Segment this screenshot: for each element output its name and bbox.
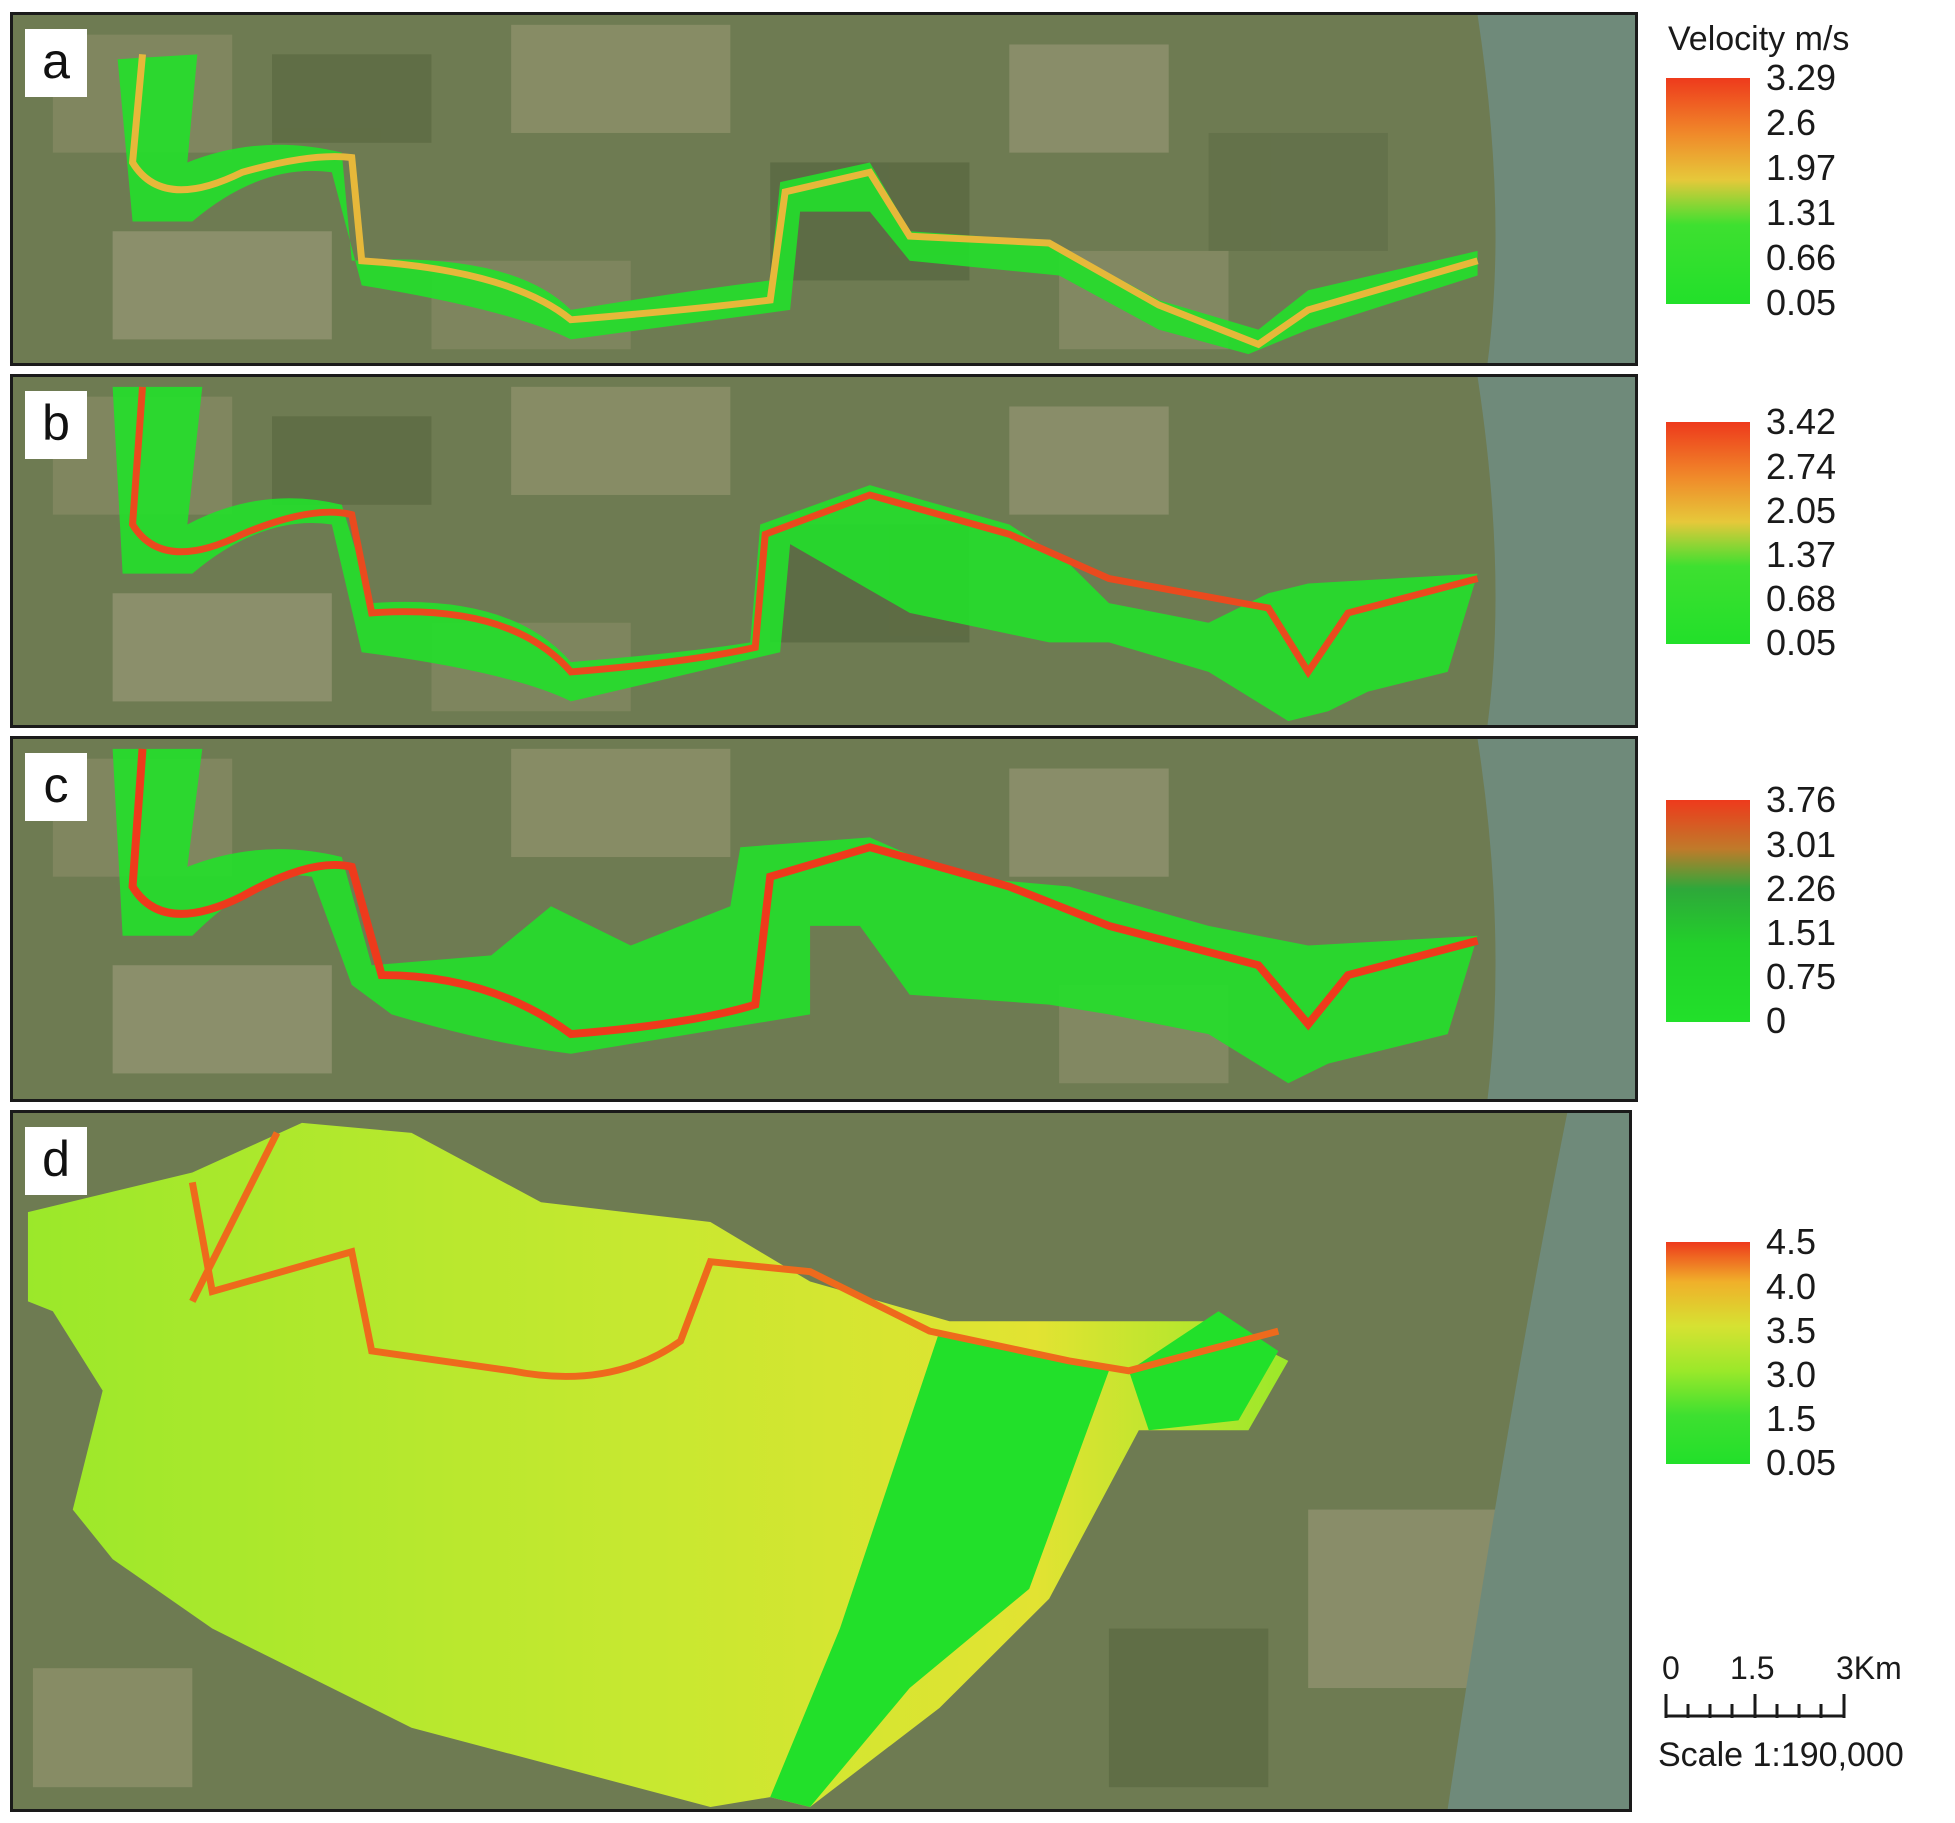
panel-label-a: a [25,29,87,97]
legend-d-label: 1.5 [1766,1398,1817,1439]
river-channel-c [128,748,1479,1039]
legend-b-label: 1.37 [1766,534,1837,575]
map-d-satellite [13,1113,1629,1809]
map-panel-a: a [10,12,1638,366]
scale-ruler [1664,1694,1846,1718]
legend-b-colorbar [1666,422,1750,644]
legend-c-colorbar [1666,800,1750,1022]
map-b-satellite [13,377,1635,725]
legend-b-label: 0.68 [1766,578,1837,619]
river-channel-d [188,1181,1280,1380]
map-c-satellite [13,739,1635,1099]
legend-c-label: 1.51 [1766,912,1837,953]
legend-b-label: 0.05 [1766,622,1837,663]
map-panel-b: b [10,374,1638,728]
legend-c-label: 3.01 [1766,824,1837,865]
legend-b-label: 3.42 [1766,401,1837,442]
legend-d-label: 3.5 [1766,1310,1817,1351]
legend-c-label: 0.75 [1766,956,1837,997]
flood-extent-d [27,1122,1289,1808]
levee-channel-d [189,1131,281,1303]
legend-d-label: 3.0 [1766,1354,1817,1395]
legend-b-label: 2.74 [1766,446,1837,487]
main-river-a [1477,15,1635,363]
legend-a-label: 3.29 [1766,57,1837,98]
panel-label-c: c [25,753,87,821]
flood-extent-b [112,386,1478,722]
scale-tick-label: 3Km [1836,1650,1902,1686]
legend-a-label: 1.31 [1766,192,1837,233]
legend-c-label: 3.76 [1766,779,1837,820]
legend-d-label: 4.5 [1766,1221,1817,1262]
panel-label-b: b [25,391,87,459]
legend-title: Velocity m/s [1668,20,1850,58]
flood-extent-c [112,748,1478,1084]
main-river-b [1477,377,1635,725]
scale-bar: 0 1.5 3Km Scale 1:190,000 [1658,1650,1948,1780]
legend-d-label: 4.0 [1766,1266,1817,1307]
scale-tick-label: 1.5 [1730,1650,1775,1686]
panel-label-d: d [25,1127,87,1195]
main-river-d [1447,1113,1629,1809]
scale-tick-label: 0 [1662,1650,1680,1686]
legend-c-label: 0 [1766,1000,1787,1041]
map-a-satellite [13,15,1635,363]
legend-a-label: 0.66 [1766,237,1837,278]
flood-extent-a [117,54,1478,355]
legend-a-label: 2.6 [1766,102,1817,143]
scale-caption: Scale 1:190,000 [1658,1736,1904,1774]
main-river-c [1477,739,1635,1099]
river-channel-b [129,386,1479,679]
river-channel-a [128,54,1479,349]
legend-a-label: 1.97 [1766,147,1837,188]
legend-a-colorbar [1666,78,1750,304]
map-panel-c: c [10,736,1638,1102]
legend-b-label: 2.05 [1766,490,1837,531]
legend-d-colorbar [1666,1242,1750,1464]
legend-c-label: 2.26 [1766,868,1837,909]
map-panel-d: d [10,1110,1632,1812]
legend-d-label: 0.05 [1766,1442,1837,1483]
legend-a-label: 0.05 [1766,282,1837,323]
flood-southeast-arm-d [770,1331,1109,1808]
